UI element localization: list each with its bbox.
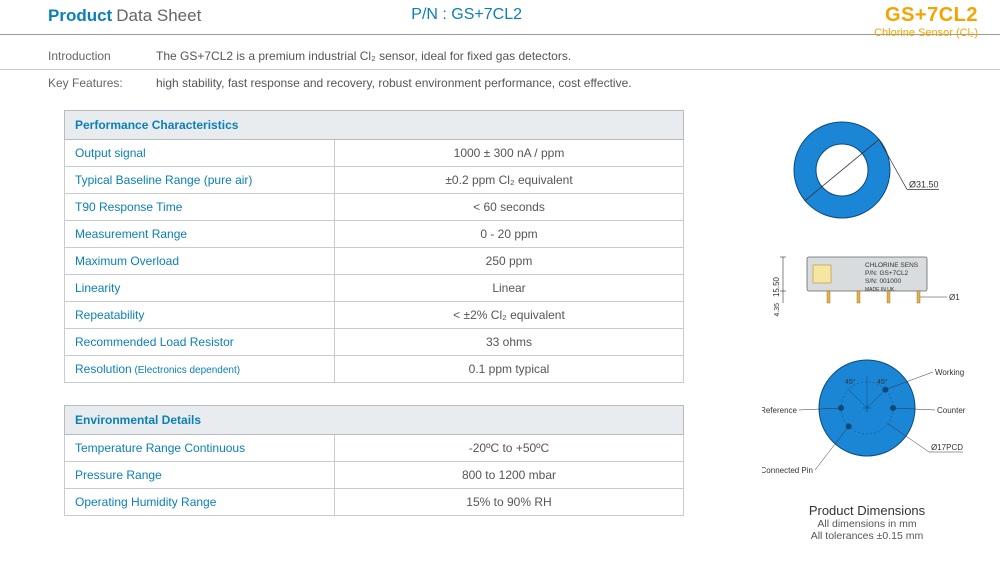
diagrams-column: Ø31.50 CHLORINE SENSP/N: GS+7CL2S/N: 001… — [724, 110, 980, 542]
param-cell: Measurement Range — [65, 221, 335, 248]
svg-text:15.50: 15.50 — [772, 276, 781, 297]
diagram-side-view: CHLORINE SENSP/N: GS+7CL2S/N: 001000 MADE… — [767, 243, 967, 326]
diagram-top-view: Ø31.50 — [772, 110, 962, 233]
table-row: Operating Humidity Range15% to 90% RH — [65, 489, 684, 516]
table-row: Maximum Overload250 ppm — [65, 248, 684, 275]
value-cell: 15% to 90% RH — [335, 489, 684, 516]
param-cell: Operating Humidity Range — [65, 489, 335, 516]
param-cell: Typical Baseline Range (pure air) — [65, 167, 335, 194]
intro-label: Key Features: — [48, 76, 156, 90]
svg-text:S/N: 001000: S/N: 001000 — [865, 278, 902, 285]
svg-text:Counter: Counter — [937, 406, 966, 415]
value-cell: 250 ppm — [335, 248, 684, 275]
svg-text:45°: 45° — [845, 378, 856, 386]
spec-tables: Performance CharacteristicsOutput signal… — [64, 110, 724, 542]
table-title: Environmental Details — [65, 406, 684, 435]
value-cell: -20ºC to +50ºC — [335, 435, 684, 462]
table-row: Pressure Range800 to 1200 mbar — [65, 462, 684, 489]
svg-text:Not Connected Pin: Not Connected Pin — [762, 466, 813, 475]
param-cell: T90 Response Time — [65, 194, 335, 221]
table-row: Measurement Range0 - 20 ppm — [65, 221, 684, 248]
spec-table: Performance CharacteristicsOutput signal… — [64, 110, 684, 383]
param-cell: Resolution (Electronics dependent) — [65, 356, 335, 383]
svg-text:45°: 45° — [877, 378, 888, 386]
intro-text: The GS+7CL2 is a premium industrial Cl₂ … — [156, 49, 571, 63]
table-row: Typical Baseline Range (pure air)±0.2 pp… — [65, 167, 684, 194]
value-cell: 0.1 ppm typical — [335, 356, 684, 383]
spec-table: Environmental DetailsTemperature Range C… — [64, 405, 684, 516]
diagram-pin-view: 45° 45° Working Counter Reference Not Connect… — [762, 336, 972, 489]
dimensions-sub1: All dimensions in mm — [817, 518, 916, 530]
value-cell: 0 - 20 ppm — [335, 221, 684, 248]
value-cell: < 60 seconds — [335, 194, 684, 221]
value-cell: 33 ohms — [335, 329, 684, 356]
value-cell: 800 to 1200 mbar — [335, 462, 684, 489]
dimensions-title: Product Dimensions — [809, 503, 925, 518]
intro-text: high stability, fast response and recove… — [156, 76, 632, 90]
svg-text:4.35: 4.35 — [774, 303, 781, 317]
svg-text:Ø1: Ø1 — [949, 293, 960, 302]
intro-label: Introduction — [48, 49, 156, 63]
value-cell: ±0.2 ppm Cl₂ equivalent — [335, 167, 684, 194]
table-row: LinearityLinear — [65, 275, 684, 302]
svg-text:Reference: Reference — [762, 406, 798, 415]
value-cell: 1000 ± 300 nA / ppm — [335, 140, 684, 167]
param-cell: Repeatability — [65, 302, 335, 329]
title-rest: Data Sheet — [116, 6, 201, 26]
param-cell: Recommended Load Resistor — [65, 329, 335, 356]
param-cell: Temperature Range Continuous — [65, 435, 335, 462]
value-cell: Linear — [335, 275, 684, 302]
table-title: Performance Characteristics — [65, 111, 684, 140]
table-row: T90 Response Time< 60 seconds — [65, 194, 684, 221]
table-row: Repeatability< ±2% Cl₂ equivalent — [65, 302, 684, 329]
svg-text:Ø17PCD: Ø17PCD — [931, 443, 963, 452]
brand-block: GS+7CL2 Chlorine Sensor (Cl₂) — [874, 4, 978, 39]
brand-main: GS+7CL2 — [874, 4, 978, 27]
svg-text:P/N: GS+7CL2: P/N: GS+7CL2 — [865, 270, 909, 277]
intro-block: IntroductionThe GS+7CL2 is a premium ind… — [0, 35, 1000, 96]
part-number: P/N : GS+7CL2 — [411, 6, 522, 24]
param-cell: Maximum Overload — [65, 248, 335, 275]
intro-row: Key Features:high stability, fast respon… — [0, 70, 1000, 96]
table-row: Temperature Range Continuous-20ºC to +50… — [65, 435, 684, 462]
param-cell: Linearity — [65, 275, 335, 302]
svg-text:Ø31.50: Ø31.50 — [909, 179, 939, 189]
intro-row: IntroductionThe GS+7CL2 is a premium ind… — [0, 43, 1000, 70]
table-row: Recommended Load Resistor33 ohms — [65, 329, 684, 356]
svg-text:CHLORINE SENS: CHLORINE SENS — [865, 262, 919, 269]
dimensions-sub2: All tolerances ±0.15 mm — [811, 530, 924, 542]
brand-sub: Chlorine Sensor (Cl₂) — [874, 27, 978, 39]
svg-text:MADE IN UK.: MADE IN UK. — [865, 287, 896, 293]
title-strong: Product — [48, 6, 112, 26]
table-row: Output signal1000 ± 300 nA / ppm — [65, 140, 684, 167]
param-cell: Output signal — [65, 140, 335, 167]
param-cell: Pressure Range — [65, 462, 335, 489]
header: Product Data Sheet P/N : GS+7CL2 GS+7CL2… — [0, 6, 1000, 32]
value-cell: < ±2% Cl₂ equivalent — [335, 302, 684, 329]
svg-text:Working: Working — [935, 368, 964, 377]
table-row: Resolution (Electronics dependent)0.1 pp… — [65, 356, 684, 383]
